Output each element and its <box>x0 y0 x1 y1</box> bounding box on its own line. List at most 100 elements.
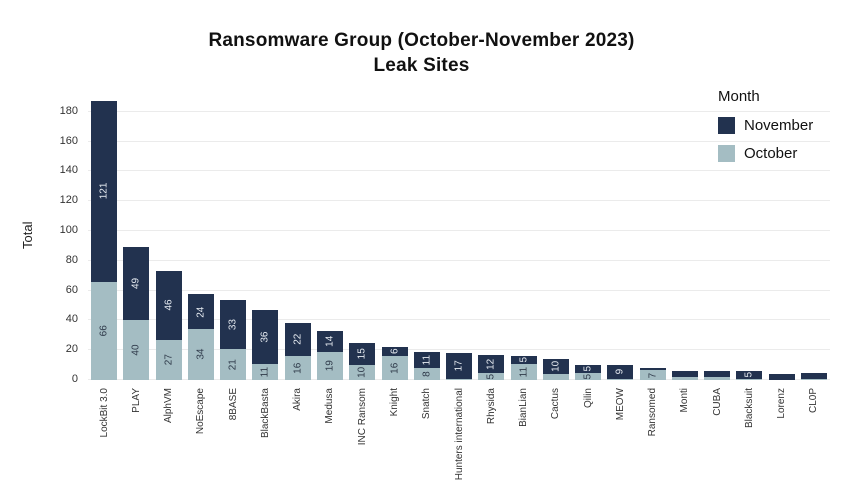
bar-bianlian: 5 11 <box>510 356 537 380</box>
gridline-160 <box>88 140 830 142</box>
october-swatch-icon <box>718 145 735 162</box>
bar-lorenz <box>768 374 795 380</box>
x-tick-inc-ransom: INC Ransom <box>346 388 378 480</box>
x-tick-label: NoEscape <box>195 388 207 435</box>
gridline-100 <box>88 230 830 231</box>
bar-segment-november: 6 <box>381 347 408 357</box>
bar-segment-november: 11 <box>413 351 440 369</box>
legend-item-november[interactable]: November <box>718 117 858 134</box>
x-tick-play: PLAY <box>120 388 152 480</box>
x-tick-alphvm: AlphVM <box>153 388 185 480</box>
bar-value-label: 10 <box>356 367 368 379</box>
bar-value-label: 22 <box>292 334 304 346</box>
x-tick-lorenz: Lorenz <box>766 388 798 480</box>
legend-item-october[interactable]: October <box>718 145 858 162</box>
x-tick-label: Ransomed <box>647 388 659 437</box>
x-tick-label: Medusa <box>324 388 336 424</box>
bar-value-label: 10 <box>550 361 562 373</box>
legend-label-october: October <box>744 145 798 162</box>
chart-title-line1: Ransomware Group (October-November 2023) <box>208 30 635 51</box>
bar-column: 7 <box>637 95 669 380</box>
x-tick-blackbasta: BlackBasta <box>249 388 281 480</box>
bar-segment-november: 46 <box>155 271 182 340</box>
bar-value-label: 11 <box>518 366 530 378</box>
x-tick-qilin: Qilin <box>572 388 604 480</box>
x-tick-medusa: Medusa <box>314 388 346 480</box>
bar-value-label: 15 <box>356 348 368 360</box>
bar-value-label: 27 <box>163 354 175 366</box>
bar-value-label: 12 <box>485 358 497 370</box>
bar-ransomed: 7 <box>639 368 666 380</box>
chart-title-line2: Leak Sites <box>373 55 470 76</box>
x-tick-noescape: NoEscape <box>185 388 217 480</box>
bar-value-label: 11 <box>259 366 271 378</box>
bar-segment-october: 5 <box>575 372 602 380</box>
bar-column <box>798 95 830 380</box>
bar-hunters-international: 17 <box>446 353 473 380</box>
bar-segment-october <box>607 378 634 380</box>
bar-meow: 9 <box>607 365 634 380</box>
x-tick-label: Hunters international <box>453 388 465 481</box>
ytick-label-100: 100 <box>59 224 78 236</box>
x-tick-rhysida: Rhysida <box>475 388 507 480</box>
gridline-120 <box>88 200 830 202</box>
x-tick-8base: 8BASE <box>217 388 249 480</box>
bar-cuba <box>704 371 731 380</box>
bar-segment-october: 5 <box>478 372 505 380</box>
y-axis-title: Total <box>20 221 35 249</box>
bar-value-label: 5 <box>582 366 594 372</box>
bar-column: 11 8 <box>411 95 443 380</box>
bar-value-label: 5 <box>485 373 497 380</box>
bar-segment-november <box>671 371 698 378</box>
bar-segment-october <box>446 378 473 380</box>
bar-segment-november: 15 <box>349 342 376 366</box>
x-tick-label: MEOW <box>614 388 626 421</box>
bar-cl0p <box>800 372 827 380</box>
bar-value-label: 7 <box>647 372 659 378</box>
bar-segment-october: 11 <box>252 363 279 380</box>
bar-column <box>701 95 733 380</box>
x-axis-labels: LockBit 3.0 PLAY AlphVM NoEscape 8BASE BlackB… <box>88 388 830 480</box>
bar-segment-october: 8 <box>413 368 440 380</box>
gridline-180 <box>88 110 830 112</box>
bar-segment-october: 7 <box>639 369 666 380</box>
november-swatch-icon <box>718 117 735 134</box>
bar-column: 5 11 <box>507 95 539 380</box>
bar-value-label: 5 <box>582 373 594 380</box>
bar-value-label: 21 <box>227 358 239 370</box>
bar-value-label: 9 <box>614 369 626 375</box>
bar-column: 14 19 <box>314 95 346 380</box>
x-tick-cl0p: CL0P <box>798 388 830 480</box>
bar-snatch: 11 8 <box>413 351 440 380</box>
x-tick-lockbit-3-0: LockBit 3.0 <box>88 388 120 480</box>
bar-inc-ransom: 15 10 <box>349 342 376 380</box>
bar-rhysida: 12 5 <box>478 354 505 380</box>
plot-area: 0 20 40 60 80 100 120 140 160 180 121 66 49 40 46 27 24… <box>60 95 830 480</box>
gridline-20 <box>88 349 830 351</box>
bar-segment-november: 24 <box>187 293 214 330</box>
ytick-label-160: 160 <box>59 134 78 147</box>
bar-segment-october: 11 <box>510 363 537 380</box>
bar-segment-october: 16 <box>284 356 311 380</box>
bar-segment-november: 5 <box>575 365 602 373</box>
x-tick-label: INC Ransom <box>356 388 368 446</box>
bar-value-label: 16 <box>292 362 304 374</box>
x-tick-akira: Akira <box>282 388 314 480</box>
gridline-140 <box>88 170 830 172</box>
x-tick-label: Blacksuit <box>743 388 755 429</box>
x-tick-snatch: Snatch <box>411 388 443 480</box>
x-tick-hunters-international: Hunters international <box>443 388 475 480</box>
bar-segment-november: 22 <box>284 323 311 357</box>
gridline-40 <box>88 319 830 321</box>
chart-title: Ransomware Group (October-November 2023)… <box>0 28 843 78</box>
bar-value-label: 40 <box>130 344 142 356</box>
x-tick-meow: MEOW <box>604 388 636 480</box>
x-tick-knight: Knight <box>378 388 410 480</box>
bar-segment-november: 5 <box>510 356 537 364</box>
bar-segment-november: 121 <box>91 101 118 282</box>
x-tick-label: Knight <box>389 388 401 417</box>
bar-value-label: 121 <box>98 183 110 200</box>
bar-segment-november <box>704 371 731 378</box>
bar-segment-october <box>671 377 698 380</box>
bar-value-label: 66 <box>98 325 110 337</box>
